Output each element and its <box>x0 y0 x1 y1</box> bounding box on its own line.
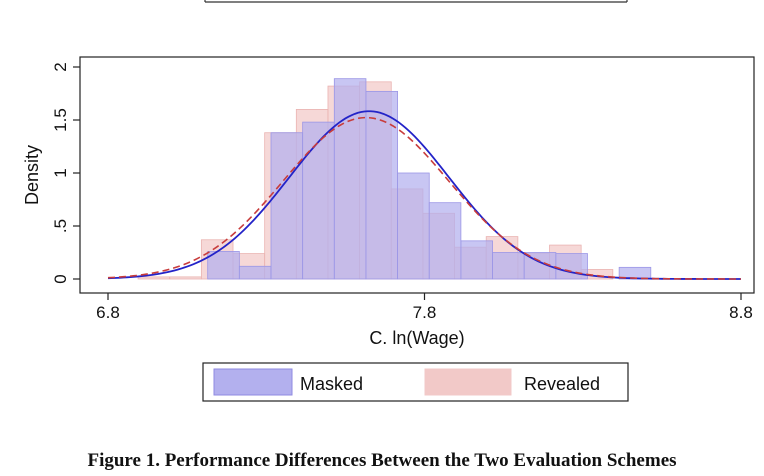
legend-swatch-masked <box>213 368 293 396</box>
x-tick-label: 7.8 <box>413 303 437 322</box>
bar-masked-9 <box>492 252 525 280</box>
figure-caption: Figure 1. Performance Differences Betwee… <box>87 450 677 471</box>
x-axis-label: C. ln(Wage) <box>369 328 464 348</box>
y-tick-label: 1.5 <box>51 108 70 132</box>
legend-swatch-revealed <box>424 368 512 396</box>
bar-masked-5 <box>365 90 398 280</box>
x-tick-label: 6.8 <box>96 303 120 322</box>
y-tick-label: 1 <box>51 168 70 177</box>
plot-area-frame <box>79 56 755 294</box>
bar-revealed-0 <box>137 276 171 280</box>
legend-label-masked: Masked <box>300 374 363 394</box>
bar-revealed-1 <box>169 276 202 280</box>
bar-masked-4 <box>333 78 367 280</box>
bar-masked-8 <box>460 240 493 280</box>
bar-masked-0 <box>207 251 240 280</box>
legend-label-revealed: Revealed <box>524 374 600 394</box>
x-tick-label: 8.8 <box>729 303 753 322</box>
bar-masked-2 <box>270 132 304 280</box>
y-tick-label: 0 <box>51 274 70 283</box>
y-tick-label: .5 <box>51 219 70 233</box>
density-curves <box>107 110 741 280</box>
bar-masked-3 <box>302 121 335 280</box>
legend: Masked Revealed <box>202 362 629 402</box>
y-tick-label: 2 <box>51 62 70 71</box>
axes: 6.8 7.8 8.8 0 .5 1 1.5 2 <box>51 62 753 322</box>
bar-masked-7 <box>428 202 462 280</box>
bar-masked-6 <box>397 172 430 280</box>
density-curve-revealed <box>107 116 741 280</box>
bar-masked-1 <box>238 265 272 280</box>
y-axis-label: Density <box>22 145 42 205</box>
